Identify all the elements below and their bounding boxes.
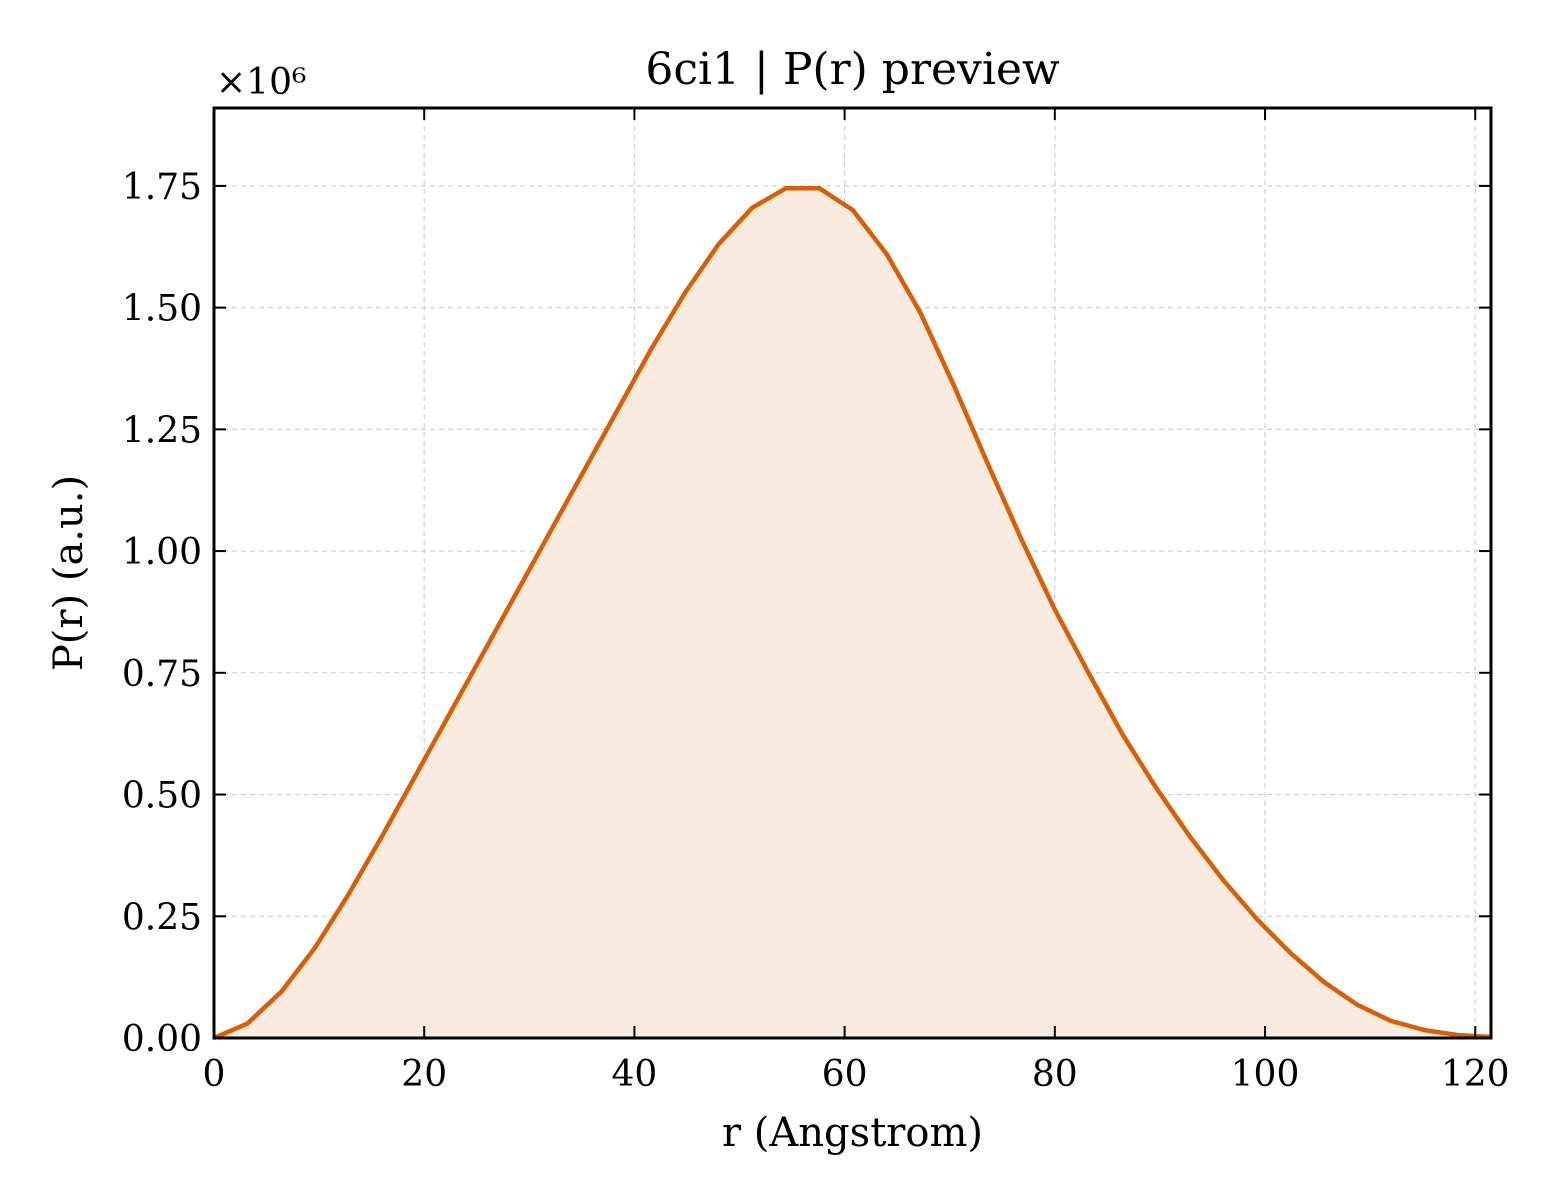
x-tick-label: 0 (203, 1054, 226, 1095)
x-tick-label: 100 (1231, 1054, 1300, 1095)
x-tick-label: 20 (401, 1054, 447, 1095)
x-axis-label: r (Angstrom) (722, 1110, 983, 1156)
pr-area-fill (214, 188, 1491, 1039)
pr-series-line (213, 186, 1492, 1041)
y-tick-label: 1.00 (122, 532, 202, 573)
y-tick-label: 1.25 (122, 410, 202, 451)
x-tick-label: 60 (822, 1054, 868, 1095)
y-tick-label: 0.00 (122, 1019, 202, 1060)
y-tick-label: 0.50 (122, 776, 202, 817)
x-tick-label: 80 (1032, 1054, 1078, 1095)
axis-tick-labels: 0 20 40 60 80 100 120 0.00 0.25 0.50 0.75 1.00 1.25 1… (122, 167, 1510, 1095)
x-tick-label: 40 (612, 1054, 658, 1095)
axis-ticks (213, 108, 1491, 1039)
y-tick-label: 0.25 (122, 897, 202, 938)
x-tick-label: 120 (1441, 1054, 1510, 1095)
plot-frame (212, 106, 1493, 1040)
y-tick-label: 1.75 (122, 167, 202, 208)
y-tick-label: 0.75 (122, 654, 202, 695)
y-tick-label: 1.50 (122, 289, 202, 330)
y-axis-multiplier: ×10⁶ (216, 62, 306, 103)
y-axis-label: P(r) (a.u.) (46, 475, 92, 671)
chart-title: 6ci1 | P(r) preview (645, 44, 1060, 95)
